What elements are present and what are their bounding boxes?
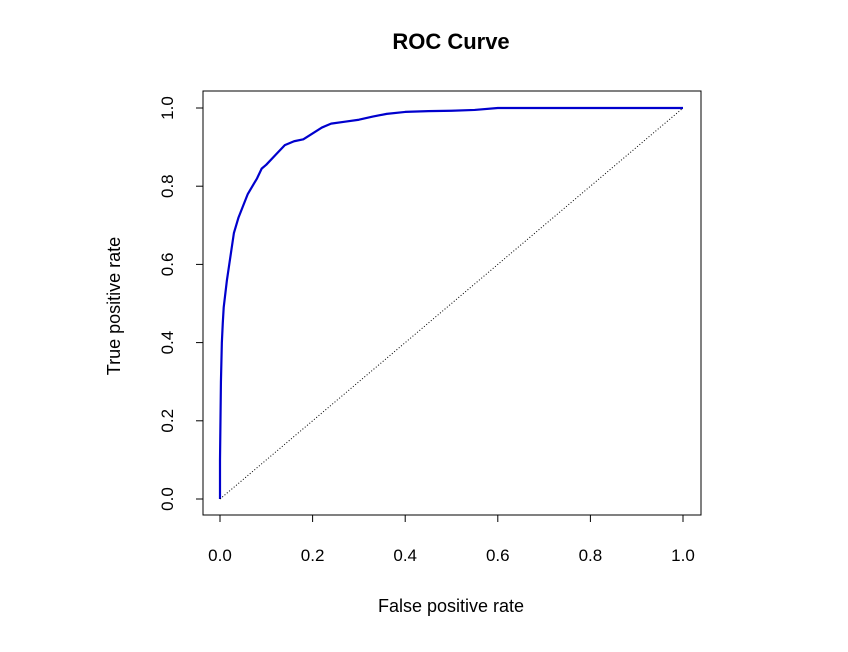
y-tick-label: 0.6 (158, 253, 177, 277)
y-axis-label: True positive rate (104, 237, 124, 375)
x-tick-label: 0.4 (393, 546, 417, 565)
y-tick-label: 0.8 (158, 174, 177, 198)
x-tick-label: 0.0 (208, 546, 232, 565)
diagonal-reference-line (219, 107, 684, 500)
roc-curve-line (218, 106, 683, 499)
x-axis: 0.0 0.2 0.4 0.6 0.8 1.0 (208, 514, 695, 565)
x-axis-label: False positive rate (378, 596, 524, 616)
y-tick-label: 0.2 (158, 409, 177, 433)
x-tick-label: 0.6 (486, 546, 510, 565)
y-axis: 0.0 0.2 0.4 0.6 0.8 1.0 (158, 96, 204, 511)
chart-title: ROC Curve (392, 29, 509, 54)
plot-area (218, 106, 684, 500)
y-tick-label: 1.0 (158, 96, 177, 120)
y-tick-label: 0.0 (158, 487, 177, 511)
x-tick-label: 0.2 (301, 546, 325, 565)
x-tick-label: 0.8 (579, 546, 603, 565)
x-tick-label: 1.0 (671, 546, 695, 565)
y-tick-label: 0.4 (158, 331, 177, 355)
